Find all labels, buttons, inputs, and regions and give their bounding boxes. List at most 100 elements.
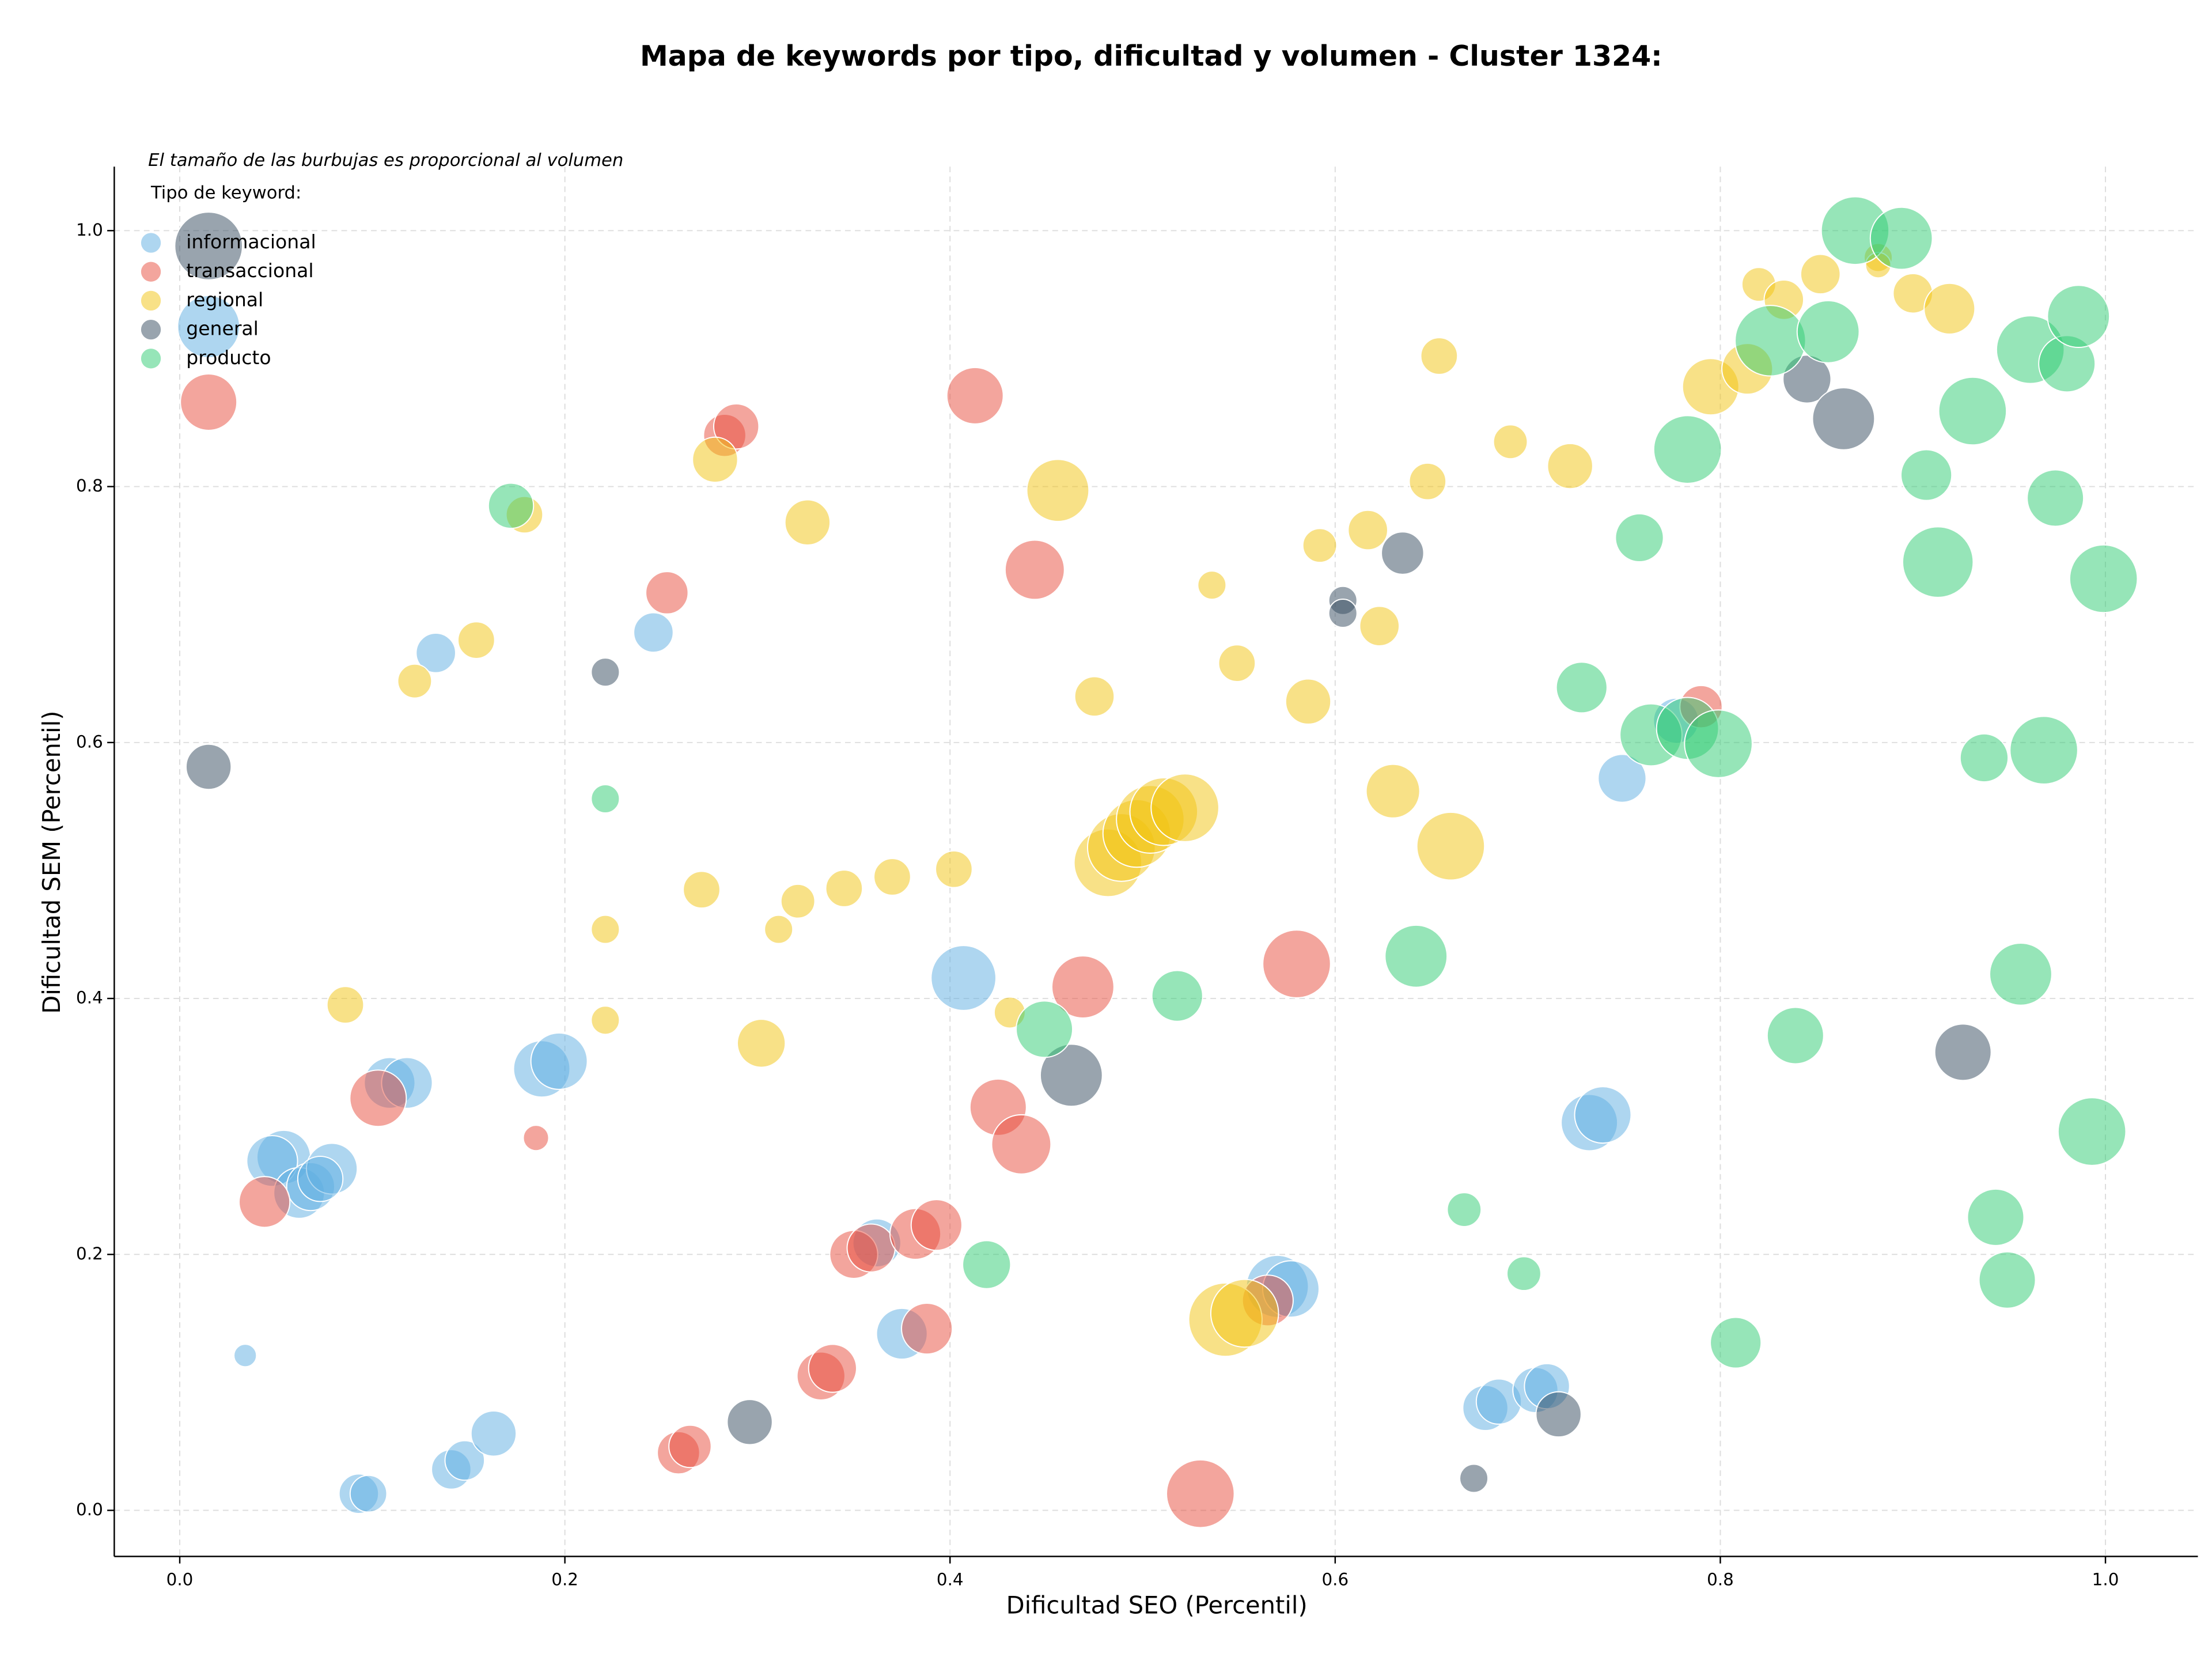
bubble <box>185 743 232 790</box>
bubble <box>1285 678 1332 725</box>
bubble <box>1150 773 1219 842</box>
bubble <box>1026 459 1090 523</box>
bubble <box>457 621 495 659</box>
bubble <box>349 1474 388 1513</box>
x-tick-label: 0.8 <box>1707 1570 1734 1590</box>
bubble <box>590 1005 620 1035</box>
bubble <box>1039 1043 1103 1107</box>
legend-marker <box>141 233 161 253</box>
bubble <box>930 945 997 1011</box>
bubble <box>683 871 721 909</box>
bubble <box>910 1199 963 1251</box>
bubble <box>1051 955 1115 1019</box>
legend-label: transaccional <box>186 259 313 282</box>
x-tick-label: 0.2 <box>551 1570 578 1590</box>
bubble <box>1766 1007 1824 1065</box>
bubble <box>177 295 241 358</box>
bubble <box>946 366 1004 425</box>
bubble <box>962 1240 1012 1289</box>
bubble <box>1923 282 1976 335</box>
bubble <box>1555 661 1608 714</box>
y-tick-label: 0.0 <box>76 1500 103 1519</box>
bubble <box>825 869 863 907</box>
bubble <box>1710 1316 1762 1369</box>
bubble <box>1684 709 1753 778</box>
y-tick-label: 0.4 <box>76 988 103 1008</box>
bubble <box>590 914 620 944</box>
bubble <box>1262 929 1331 998</box>
plot-area <box>174 196 2138 1528</box>
bubble <box>873 858 911 896</box>
legend-marker <box>141 262 161 282</box>
bubble <box>590 784 620 814</box>
legend-marker <box>141 319 161 340</box>
bubble <box>1547 442 1593 490</box>
bubble <box>1016 1000 1074 1058</box>
bubble <box>780 883 816 919</box>
bubble <box>530 1032 588 1090</box>
bubble <box>238 1176 291 1228</box>
bubble <box>1597 754 1647 803</box>
bubble <box>1197 570 1227 600</box>
bubble <box>522 1125 550 1152</box>
legend-label: regional <box>186 288 263 311</box>
y-tick-label: 0.2 <box>76 1244 103 1263</box>
bubble <box>444 1440 486 1481</box>
bubble <box>1989 942 2052 1006</box>
bubble <box>2047 285 2111 348</box>
bubble <box>2009 716 2078 785</box>
bubble <box>633 612 674 653</box>
bubble <box>1506 1256 1541 1291</box>
bubble <box>1365 763 1421 819</box>
bubble <box>1900 449 1953 501</box>
x-tick-label: 0.4 <box>937 1570 964 1590</box>
bubble <box>846 1223 896 1273</box>
bubble <box>1796 300 1860 364</box>
bubble <box>713 403 760 450</box>
bubble <box>1210 1278 1279 1348</box>
bubble <box>180 373 238 431</box>
y-tick-label: 0.6 <box>76 732 103 751</box>
bubble <box>2069 544 2138 614</box>
bubble <box>764 914 794 944</box>
bubble <box>1408 462 1447 501</box>
bubble <box>1869 206 1933 270</box>
legend-label: informacional <box>186 230 316 253</box>
bubble <box>1978 1251 2036 1309</box>
bubble <box>1812 387 1876 451</box>
y-axis-label: Dificultad SEM (Percentil) <box>37 710 66 1013</box>
legend-label: general <box>186 317 259 340</box>
bubble <box>668 1424 712 1469</box>
bubble <box>1934 1023 1992 1081</box>
bubble <box>2057 1097 2127 1166</box>
bubble <box>174 211 243 281</box>
bubble <box>1446 1192 1482 1227</box>
bubble <box>1967 1188 2025 1246</box>
bubble <box>1959 733 2009 783</box>
bubble <box>590 657 620 687</box>
bubble <box>1004 539 1065 600</box>
bubble <box>1218 644 1256 682</box>
bubble <box>1902 526 1974 598</box>
bubble <box>1459 1463 1489 1493</box>
bubble <box>1938 376 2008 446</box>
bubble <box>1328 598 1358 628</box>
legend-title: Tipo de keyword: <box>150 183 301 203</box>
x-tick-label: 1.0 <box>2092 1570 2119 1590</box>
bubble <box>645 571 689 615</box>
bubble <box>349 1069 407 1127</box>
legend-marker <box>141 290 161 311</box>
bubble <box>1347 509 1388 551</box>
bubble <box>397 663 433 699</box>
bubble <box>415 633 456 674</box>
bubble <box>935 850 973 888</box>
annotation: El tamaño de las burbujas es proporciona… <box>148 150 623 171</box>
bubble <box>297 1156 344 1202</box>
bubble <box>326 986 365 1024</box>
bubble <box>737 1019 786 1068</box>
y-tick-label: 1.0 <box>76 220 103 240</box>
bubble <box>726 1399 773 1446</box>
bubble <box>1384 924 1448 988</box>
bubble <box>470 1410 517 1457</box>
bubble <box>1416 811 1486 881</box>
